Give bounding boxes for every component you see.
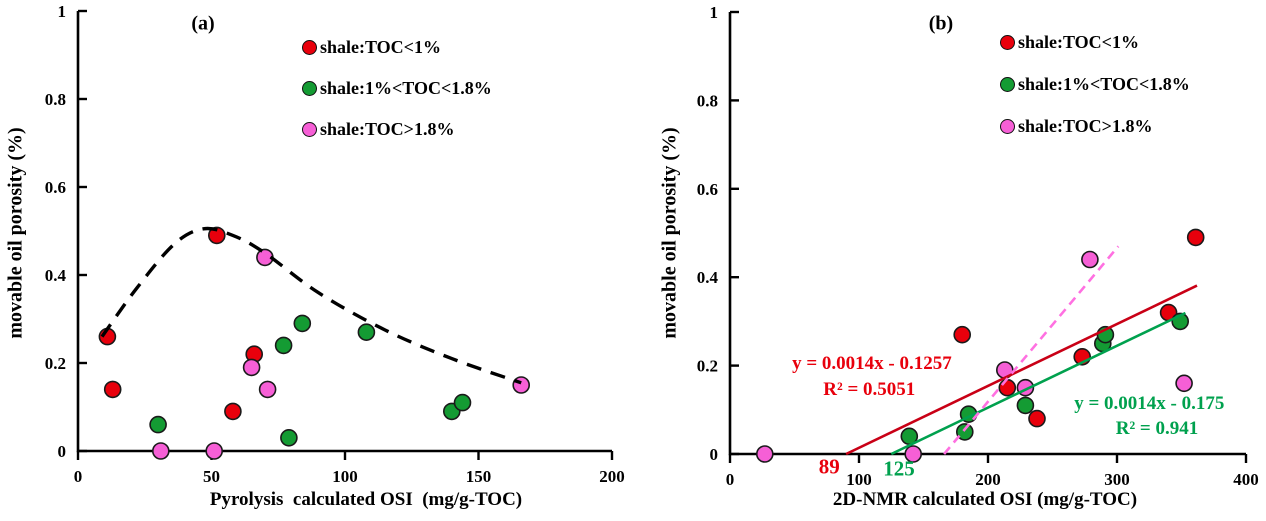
x-tick-label: 100: [332, 467, 358, 486]
red-linear-fit: [845, 284, 1198, 456]
legend-item-toc-lt-1: shale:TOC<1%: [1000, 30, 1190, 55]
legend-label: shale:1%<TOC<1.8%: [1018, 74, 1190, 94]
pink-dashed-trend: [943, 245, 1120, 455]
x-tick-label: 0: [726, 470, 735, 489]
panel-a-title: (a): [191, 12, 215, 35]
annotation-text: 125: [883, 457, 915, 481]
data-point: [1081, 250, 1099, 269]
legend-item-toc-lt-1: shale:TOC<1%: [302, 35, 492, 60]
data-point: [103, 380, 122, 399]
y-tick-label: 1: [710, 3, 719, 22]
legend-item-toc-1-to-1_8: shale:1%<TOC<1.8%: [1000, 72, 1190, 97]
panel-b-legend: shale:TOC<1% shale:1%<TOC<1.8% shale:TOC…: [1000, 30, 1190, 139]
data-point: [208, 226, 226, 245]
data-point: [293, 314, 312, 333]
panel-b-x-axis-label: 2D-NMR calculated OSI (mg/g-TOC): [832, 489, 1138, 510]
legend-label: shale:TOC>1.8%: [1018, 116, 1153, 136]
panel-a-y-axis-label: movable oil porosity (%): [4, 127, 27, 339]
data-point: [258, 380, 277, 399]
data-point: [755, 445, 774, 463]
annotation-text: y = 0.0014x - 0.1257: [792, 353, 952, 374]
pink-circle-marker-icon: [1000, 119, 1015, 134]
annotation-text: R² = 0.941: [1116, 418, 1199, 439]
legend-label: shale:1%<TOC<1.8%: [320, 78, 492, 98]
data-point: [205, 442, 223, 460]
panel-a-x-axis-label: Pyrolysis calculated OSI (mg/g-TOC): [209, 489, 523, 510]
data-point: [274, 336, 293, 355]
x-tick-label: 100: [846, 470, 872, 489]
panel-a-legend: shale:TOC<1% shale:1%<TOC<1.8% shale:TOC…: [302, 35, 492, 142]
y-tick-label: 0.6: [45, 178, 66, 197]
x-tick-label: 50: [203, 467, 220, 486]
x-tick-label: 0: [74, 467, 83, 486]
y-tick-label: 0.6: [697, 180, 718, 199]
y-tick-label: 1: [58, 2, 67, 21]
pink-circle-marker-icon: [302, 122, 317, 137]
data-point: [955, 423, 974, 441]
legend-item-toc-gt-1_8: shale:TOC>1.8%: [1000, 114, 1190, 139]
data-point: [1175, 374, 1193, 393]
legend-label: shale:TOC<1%: [1018, 32, 1139, 52]
data-point: [1028, 409, 1046, 428]
legend-item-toc-1-to-1_8: shale:1%<TOC<1.8%: [302, 76, 492, 101]
data-point: [149, 415, 167, 434]
x-tick-label: 400: [1233, 470, 1259, 489]
data-point: [1186, 228, 1205, 247]
panel-b-y-axis-label: movable oil porosity (%): [658, 127, 681, 339]
data-point: [242, 358, 261, 377]
y-tick-label: 0.8: [697, 91, 718, 110]
green-linear-fit: [890, 311, 1186, 456]
red-circle-marker-icon: [302, 40, 317, 55]
data-point: [998, 378, 1017, 397]
x-tick-label: 200: [975, 470, 1001, 489]
y-tick-label: 0.2: [45, 354, 66, 373]
legend-label: shale:TOC<1%: [320, 37, 441, 57]
panel-b-title: (b): [928, 12, 954, 35]
data-point: [280, 428, 298, 447]
green-circle-marker-icon: [302, 81, 317, 96]
data-point: [453, 393, 472, 412]
annotation-text: y = 0.0014x - 0.175: [1074, 393, 1224, 414]
y-tick-label: 0.2: [697, 357, 718, 376]
y-tick-label: 0.4: [45, 266, 67, 285]
green-circle-marker-icon: [1000, 77, 1015, 92]
data-point: [1016, 396, 1035, 415]
annotation-text: R² = 0.5051: [823, 379, 915, 400]
legend-label: shale:TOC>1.8%: [320, 119, 455, 139]
annotation-text: 89: [819, 455, 840, 479]
x-tick-label: 150: [466, 467, 492, 486]
y-tick-label: 0.8: [45, 90, 66, 109]
x-tick-label: 200: [599, 467, 625, 486]
red-circle-marker-icon: [1000, 35, 1015, 50]
data-point: [224, 402, 242, 421]
y-tick-label: 0.4: [697, 268, 719, 287]
data-point: [904, 445, 923, 463]
data-point: [357, 323, 376, 342]
legend-item-toc-gt-1_8: shale:TOC>1.8%: [302, 117, 492, 142]
data-point: [953, 325, 972, 344]
x-tick-label: 300: [1104, 470, 1130, 489]
data-point: [152, 442, 170, 460]
trend-curve: [100, 226, 522, 385]
y-tick-label: 0: [710, 445, 719, 464]
y-tick-label: 0: [58, 442, 67, 461]
